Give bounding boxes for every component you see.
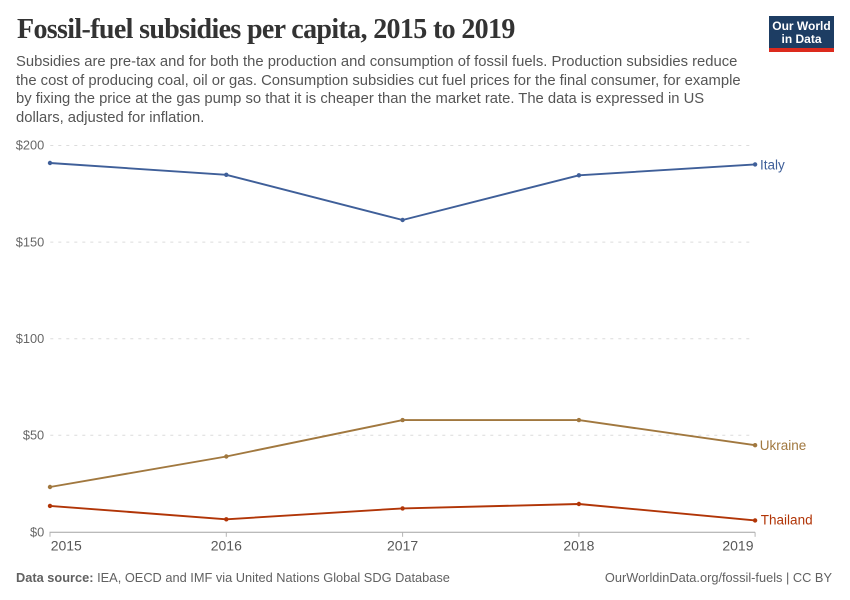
svg-text:$0: $0 [30, 524, 44, 539]
svg-text:$100: $100 [16, 331, 44, 346]
svg-text:2018: 2018 [563, 537, 594, 553]
svg-text:2019: 2019 [722, 537, 753, 553]
svg-text:Thailand: Thailand [761, 513, 813, 528]
svg-text:$200: $200 [16, 138, 44, 153]
svg-text:2015: 2015 [51, 537, 82, 553]
svg-text:Ukraine: Ukraine [760, 438, 807, 453]
svg-text:2016: 2016 [211, 537, 242, 553]
svg-text:$150: $150 [16, 234, 44, 249]
svg-text:$50: $50 [23, 428, 44, 443]
svg-text:2017: 2017 [387, 537, 418, 553]
svg-text:Italy: Italy [760, 158, 785, 173]
